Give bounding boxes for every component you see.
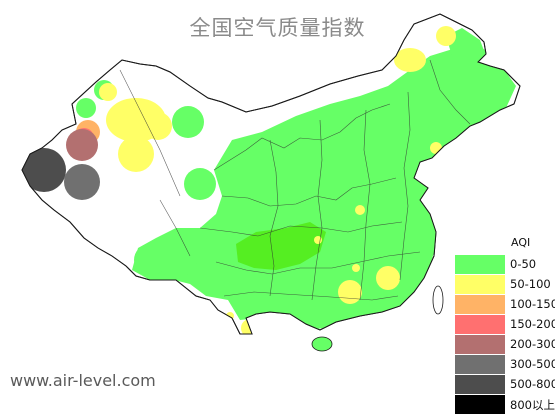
legend-row: 300-500 [455,355,555,375]
legend-label: 500-800 [510,377,555,391]
legend-label: 50-100 [510,277,551,291]
aqi-zone-green-northeast [446,28,486,62]
legend-row: 200-300 [455,335,555,355]
legend-row: 50-100 [455,275,555,295]
aqi-zone-darkgrey [22,148,66,192]
aqi-zone-grey [64,164,100,200]
legend-swatch [455,295,505,314]
site-watermark: www.air-level.com [10,371,156,390]
china-aqi-map [21,13,521,352]
aqi-zone-yellow-spot-3 [430,142,442,154]
page-title: 全国空气质量指数 [189,16,366,40]
legend-row: 800以上 [455,395,555,415]
legend-label: 150-200 [510,317,555,331]
aqi-zone-yellow-jiangxi [376,266,400,290]
aqi-zone-green-west-6 [134,244,166,276]
legend-row: 100-150 [455,295,555,315]
legend-row: 0-50 [455,255,555,275]
aqi-zone-green-west-2 [184,168,216,200]
legend-swatch [455,395,505,414]
aqi-overlay [22,26,516,334]
hainan-island [311,336,333,352]
aqi-zone-green-west-5 [154,234,198,278]
aqi-zone-brown [66,129,98,161]
province-borders [119,59,471,301]
aqi-zone-yellow-xinjiang-2 [118,136,154,172]
china-border [21,13,521,335]
aqi-zone-yellow-nw-small [99,83,117,101]
aqi-zone-green-center [236,222,326,270]
aqi-zone-yellow-spot-1 [355,205,365,215]
legend-row: 500-800 [455,375,555,395]
aqi-zone-yellow-heilongjiang-2 [436,26,456,46]
legend-row: 150-200 [455,315,555,335]
aqi-zone-green-west-1 [172,106,204,138]
legend-swatch [455,355,505,374]
aqi-zone-yellow-hunan [338,280,362,304]
legend-swatch [455,315,505,334]
legend-label: 300-500 [510,357,555,371]
aqi-zone-yellow-xinjiang-3 [144,112,172,140]
legend-label: 200-300 [510,337,555,351]
legend-swatch [455,375,505,394]
legend-swatch [455,335,505,354]
aqi-zone-green-west-4 [76,98,96,118]
legend-swatch [455,275,505,294]
legend-title: AQI [511,236,531,249]
legend-swatch [455,255,505,274]
legend-label: 800以上 [510,398,555,412]
legend-label: 0-50 [510,257,537,271]
taiwan-island [432,285,444,315]
aqi-zone-yellow-spot-4 [352,264,360,272]
legend-label: 100-150 [510,297,555,311]
aqi-zone-yellow-heilongjiang [394,48,426,72]
aqi-zone-green-east [132,44,516,330]
